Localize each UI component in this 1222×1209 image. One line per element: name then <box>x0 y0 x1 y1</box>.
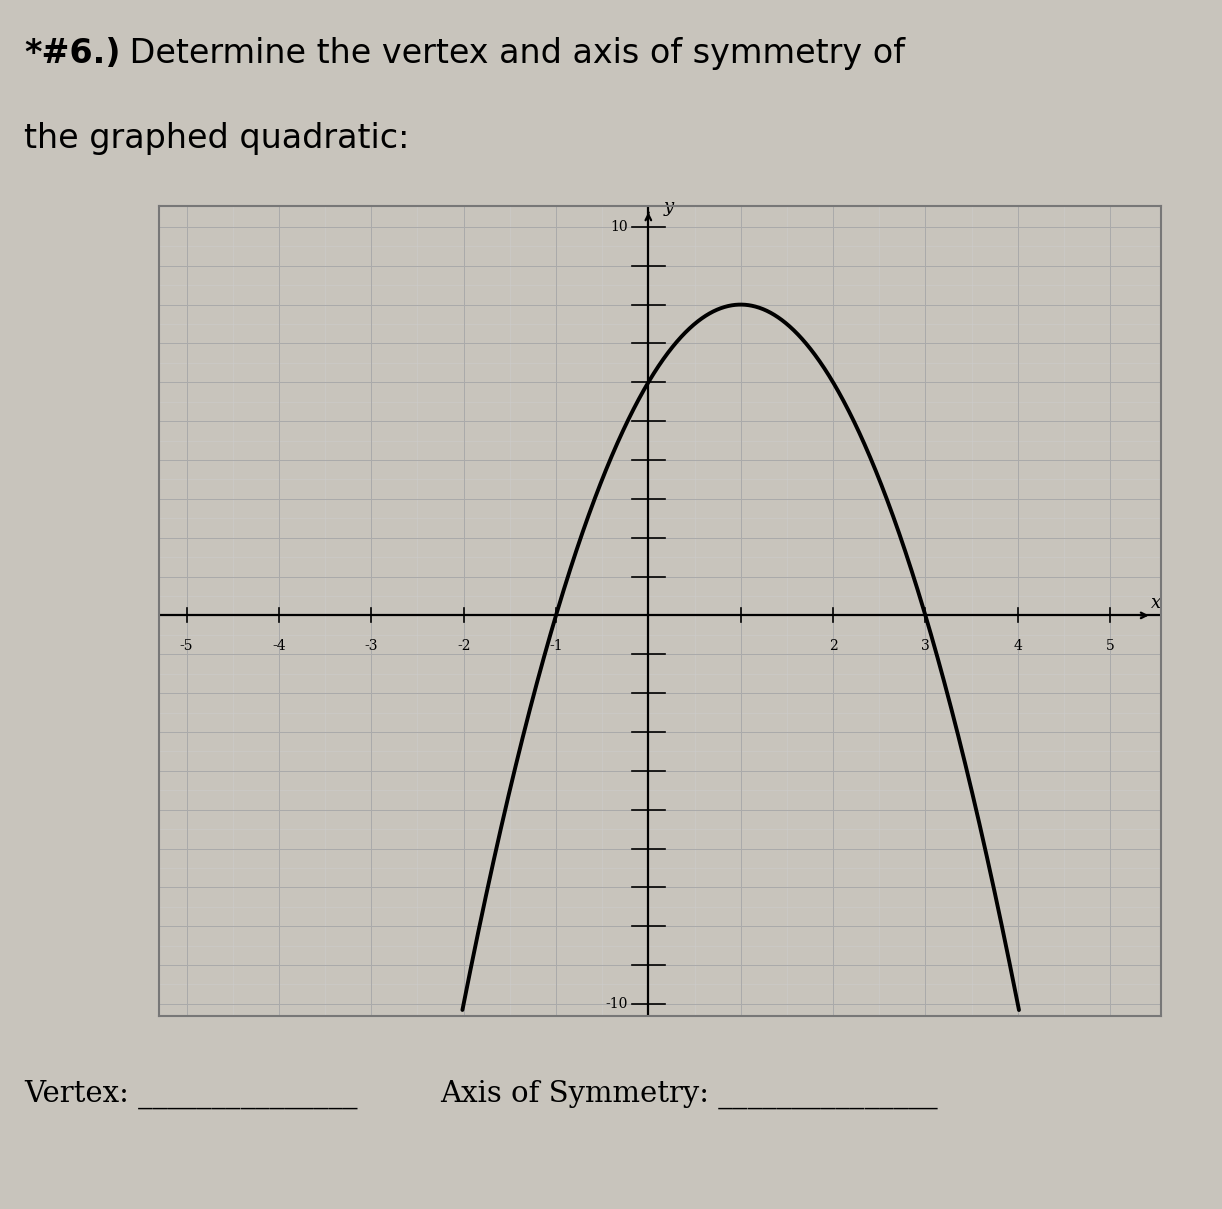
Text: -1: -1 <box>549 638 563 653</box>
Text: Determine the vertex and axis of symmetry of: Determine the vertex and axis of symmetr… <box>119 37 904 70</box>
Text: 10: 10 <box>611 220 628 233</box>
Text: Axis of Symmetry: _______________: Axis of Symmetry: _______________ <box>440 1080 937 1110</box>
Text: x: x <box>1151 594 1161 612</box>
Text: Vertex: _______________: Vertex: _______________ <box>24 1080 358 1110</box>
Text: 2: 2 <box>829 638 837 653</box>
Text: -4: -4 <box>273 638 286 653</box>
Text: y: y <box>664 198 673 216</box>
Text: 4: 4 <box>1013 638 1022 653</box>
Text: -2: -2 <box>457 638 470 653</box>
Text: the graphed quadratic:: the graphed quadratic: <box>24 122 409 155</box>
Text: 3: 3 <box>921 638 930 653</box>
Text: -5: -5 <box>180 638 193 653</box>
Text: 5: 5 <box>1106 638 1114 653</box>
Text: -10: -10 <box>606 997 628 1011</box>
Text: *#6.): *#6.) <box>24 37 121 70</box>
Text: -3: -3 <box>364 638 378 653</box>
